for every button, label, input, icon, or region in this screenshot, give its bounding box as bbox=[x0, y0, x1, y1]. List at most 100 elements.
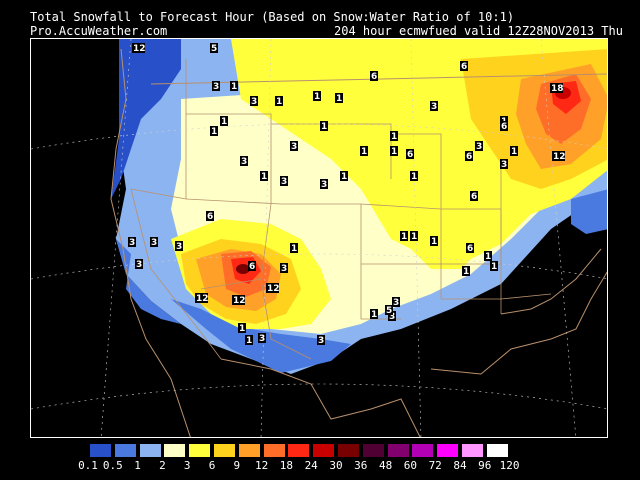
contour-label-box bbox=[385, 305, 393, 315]
contour-label-box bbox=[370, 71, 378, 81]
contour-label: 1 bbox=[411, 172, 417, 182]
contour-label-box bbox=[462, 266, 470, 276]
contour-label: 3 bbox=[151, 238, 157, 248]
legend-label: 24 bbox=[304, 459, 318, 472]
contour-label: 6 bbox=[501, 122, 507, 132]
legend-swatch bbox=[214, 444, 235, 457]
contour-label-box bbox=[390, 146, 398, 156]
legend-label: 6 bbox=[208, 459, 216, 472]
contour-label-box bbox=[466, 243, 474, 253]
contour-label: 3 bbox=[318, 336, 324, 346]
shade-blue-east bbox=[571, 189, 607, 234]
contour-label-box bbox=[290, 243, 298, 253]
contour-label: 3 bbox=[176, 242, 182, 252]
contour-label-box bbox=[210, 126, 218, 136]
legend-swatch bbox=[437, 444, 459, 457]
contour-label-box bbox=[232, 295, 245, 305]
contour-label: 1 bbox=[341, 172, 347, 182]
contour-label-box bbox=[175, 241, 183, 251]
contour-label: 6 bbox=[467, 244, 473, 254]
contour-label-box bbox=[550, 83, 563, 93]
contour-label: 5 bbox=[211, 44, 217, 54]
legend-label: 36 bbox=[354, 459, 368, 472]
country-boundaries bbox=[110, 48, 607, 437]
contour-label: 6 bbox=[407, 150, 413, 160]
contour-label-box bbox=[206, 211, 214, 221]
contour-label-box bbox=[510, 146, 518, 156]
snowfall-shading bbox=[111, 39, 607, 374]
contour-label: 1 bbox=[485, 252, 491, 262]
legend-label: 96 bbox=[478, 459, 492, 472]
contour-label-box bbox=[392, 297, 400, 307]
contour-label-box bbox=[490, 261, 498, 271]
legend-label: 0.5 bbox=[102, 459, 123, 472]
contour-label-box bbox=[220, 116, 228, 126]
contour-label: 1 bbox=[431, 237, 437, 247]
contour-label: 1 bbox=[314, 92, 320, 102]
contour-label-box bbox=[275, 96, 283, 106]
contour-label-box bbox=[212, 81, 220, 91]
contour-label: 1 bbox=[371, 310, 377, 320]
contour-label-box bbox=[280, 176, 288, 186]
snowfall-map: 1253131131166133111631113111118126661131… bbox=[30, 38, 608, 438]
contour-label: 1 bbox=[411, 232, 417, 242]
contour-label: 3 bbox=[389, 312, 395, 322]
lat-lon-grid bbox=[31, 39, 607, 437]
contour-label-box bbox=[260, 171, 268, 181]
contour-label: 6 bbox=[471, 192, 477, 202]
contour-label-box bbox=[245, 335, 253, 345]
contour-label: 1 bbox=[463, 267, 469, 277]
contour-label: 12 bbox=[553, 152, 566, 162]
legend-swatch bbox=[139, 444, 161, 457]
contour-label-box bbox=[475, 141, 483, 151]
contour-label: 1 bbox=[391, 132, 397, 142]
contour-label: 18 bbox=[551, 84, 564, 94]
legend-label: 18 bbox=[279, 459, 294, 472]
contour-label-box bbox=[460, 61, 468, 71]
contour-label: 3 bbox=[281, 264, 287, 274]
forecast-run-info: 204 hour ecmwfued valid 12Z28NOV2013 Thu bbox=[334, 24, 623, 38]
contour-label-box bbox=[430, 236, 438, 246]
legend-swatch bbox=[189, 444, 211, 457]
contour-label: 3 bbox=[291, 142, 297, 152]
contour-label-box bbox=[132, 43, 145, 53]
contour-label-box bbox=[500, 159, 508, 169]
contour-label-box bbox=[370, 309, 378, 319]
contour-label: 1 bbox=[321, 122, 327, 132]
contour-label: 1 bbox=[276, 97, 282, 107]
contour-label: 3 bbox=[501, 160, 507, 170]
legend-swatch bbox=[114, 444, 136, 457]
legend-swatch bbox=[238, 444, 260, 457]
contour-labels: 1253131131166133111631113111118126661131… bbox=[128, 43, 566, 346]
contour-label-box bbox=[360, 146, 368, 156]
contour-label: 6 bbox=[466, 152, 472, 162]
contour-label: 1 bbox=[491, 262, 497, 272]
contour-label-box bbox=[248, 261, 256, 271]
contour-label: 6 bbox=[249, 262, 255, 272]
contour-label-box bbox=[484, 251, 492, 261]
state-boundaries bbox=[130, 59, 552, 360]
legend-swatch bbox=[338, 444, 359, 457]
contour-label: 1 bbox=[336, 94, 342, 104]
contour-label: 1 bbox=[401, 232, 407, 242]
legend-swatch bbox=[362, 444, 384, 457]
contour-label: 1 bbox=[261, 172, 267, 182]
contour-label-box bbox=[320, 179, 328, 189]
contour-label-box bbox=[465, 151, 473, 161]
contour-label-box bbox=[280, 263, 288, 273]
legend-swatch bbox=[164, 444, 186, 457]
legend-swatch bbox=[90, 444, 111, 457]
contour-label: 3 bbox=[259, 334, 265, 344]
contour-label: 3 bbox=[241, 157, 247, 167]
contour-label: 1 bbox=[291, 244, 297, 254]
source-label: Pro.AccuWeather.com bbox=[30, 24, 168, 38]
contour-label-box bbox=[400, 231, 408, 241]
legend-label: 84 bbox=[453, 459, 467, 472]
legend-label: 48 bbox=[378, 459, 393, 472]
contour-label: 12 bbox=[233, 296, 246, 306]
contour-label-box bbox=[210, 43, 218, 53]
contour-label-box bbox=[150, 237, 158, 247]
contour-label: 3 bbox=[281, 177, 287, 187]
contour-label: 1 bbox=[361, 147, 367, 157]
legend-label: 1 bbox=[134, 459, 141, 472]
